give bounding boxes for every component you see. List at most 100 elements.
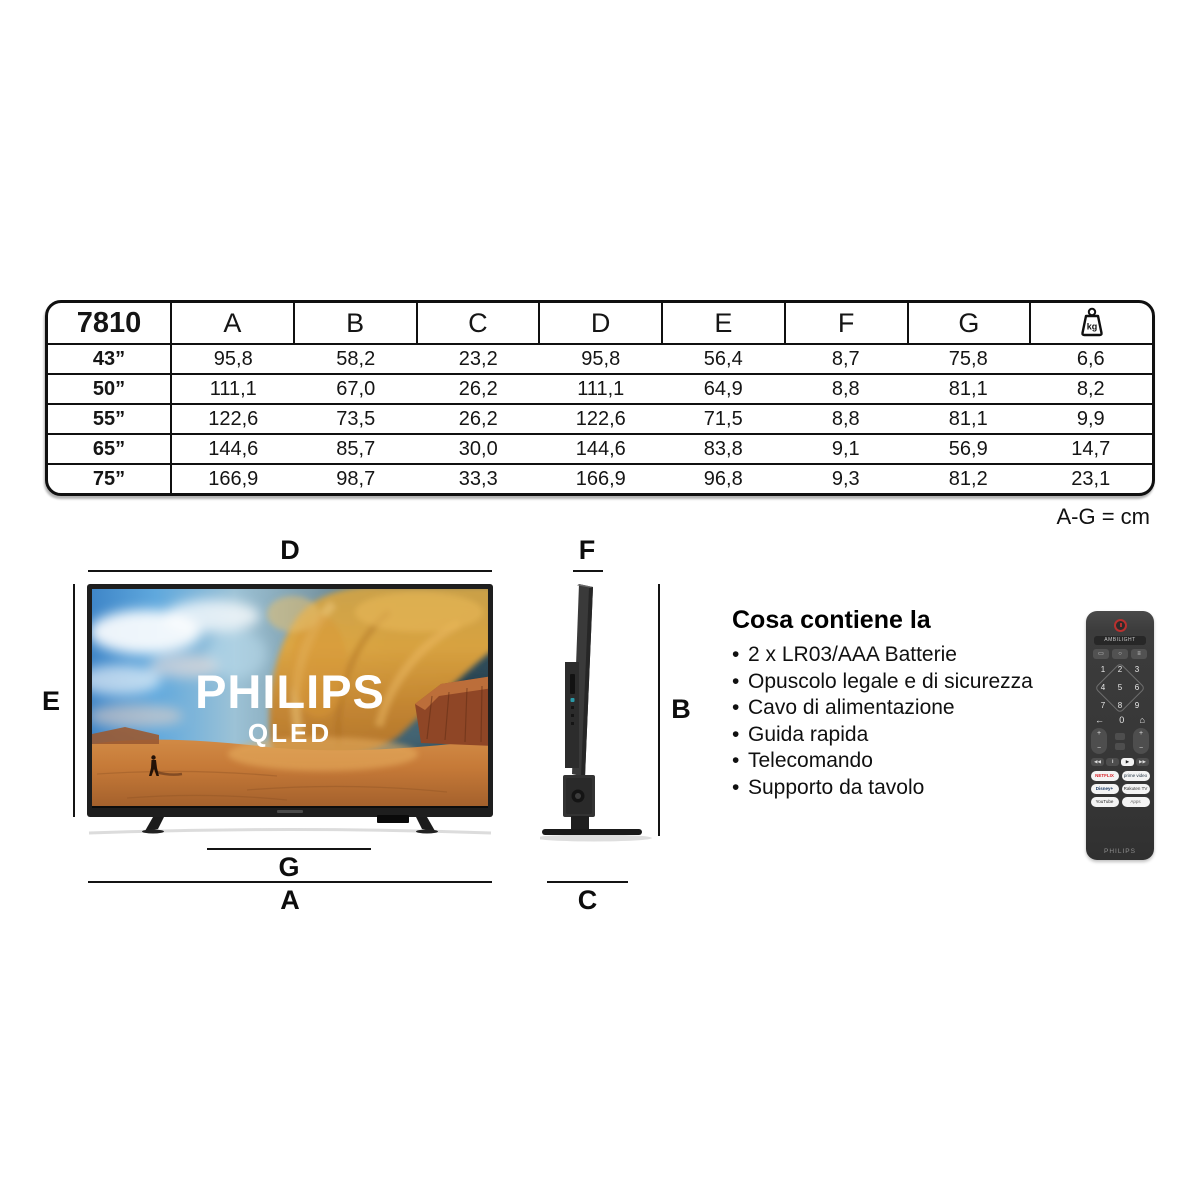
table-cell: 73,5 <box>336 407 376 430</box>
table-cell: 122,6 <box>208 407 259 430</box>
list-item: • Telecomando <box>732 748 1077 775</box>
size-cell: 50” <box>48 375 172 403</box>
table-cell: 8,2 <box>1076 377 1105 400</box>
col-header-c: C <box>415 303 539 343</box>
remote-middle-buttons <box>1115 728 1125 754</box>
col-header-a: A <box>223 307 242 338</box>
tv-side-view <box>540 584 652 842</box>
table-header-row: 7810 A B C D E F G kg <box>48 303 1152 343</box>
list-item: • 2 x LR03/AAA Batterie <box>732 642 1077 669</box>
size-cell: 65” <box>48 435 172 463</box>
tv-screen-panel-type: QLED <box>248 718 332 748</box>
table-cell: 85,7 <box>336 437 376 460</box>
list-item: • Opuscolo legale e di sicurezza <box>732 669 1077 696</box>
rakuten-tv-button: Rakuten TV <box>1121 784 1150 794</box>
dimensions-table: 7810 A B C D E F G kg 43” 95,8 58,2 23,2… <box>45 300 1155 496</box>
tv-front-view: PHILIPS QLED <box>87 584 493 835</box>
list-item: • Guida rapida <box>732 722 1077 749</box>
size-cell: 75” <box>48 465 172 493</box>
forward-icon: ▶▶ <box>1136 758 1149 766</box>
table-cell: 98,7 <box>336 467 376 490</box>
col-header-g: G <box>906 303 1030 343</box>
table-row: 50” 111,1 67,0 26,2 111,1 64,9 8,8 81,1 … <box>48 373 1152 403</box>
size-cell: 43” <box>48 345 172 373</box>
size-cell: 55” <box>48 405 172 433</box>
digit-key: 2 <box>1117 665 1123 674</box>
remote-rockers: + − + − <box>1091 728 1149 754</box>
table-cell: 33,3 <box>458 467 498 490</box>
table-cell: 144,6 <box>575 437 626 460</box>
table-row: 43” 95,8 58,2 23,2 95,8 56,4 8,7 75,8 6,… <box>48 343 1152 373</box>
digit-key: 1 <box>1100 665 1106 674</box>
pause-icon: ‖ <box>1106 758 1119 766</box>
table-cell: 30,0 <box>458 437 498 460</box>
rewind-icon: ◀◀ <box>1091 758 1104 766</box>
volume-rocker: + − <box>1091 728 1107 754</box>
table-cell: 95,8 <box>213 347 253 370</box>
table-cell: 23,2 <box>458 347 498 370</box>
table-cell: 9,9 <box>1076 407 1105 430</box>
table-cell: 64,9 <box>703 377 743 400</box>
apps-button: Apps <box>1121 797 1150 807</box>
power-button-icon <box>1113 619 1127 632</box>
remote-control: AMBILIGHT ▭ ○ ≡ 1 2 3 4 5 6 7 8 9 <box>1086 611 1154 860</box>
kg-weight-icon: kg <box>1080 307 1103 337</box>
dim-label-b: B <box>671 694 691 724</box>
list-item: • Cavo di alimentazione <box>732 695 1077 722</box>
dim-line-b <box>658 584 660 836</box>
bullet-icon: • <box>732 696 740 719</box>
dim-line-f <box>573 570 603 572</box>
table-cell: 26,2 <box>458 377 498 400</box>
table-cell: 95,8 <box>581 347 621 370</box>
table-cell: 81,1 <box>948 377 988 400</box>
col-header-e: E <box>661 303 784 343</box>
digit-key: 8 <box>1117 701 1123 710</box>
table-cell: 166,9 <box>208 467 259 490</box>
digit-key: 3 <box>1134 665 1140 674</box>
digit-key: 7 <box>1100 701 1106 710</box>
box-contents-list: • 2 x LR03/AAA Batterie • Opuscolo legale … <box>732 642 1077 801</box>
channel-rocker: + − <box>1133 728 1149 754</box>
dim-line-d <box>88 570 492 572</box>
tv-ir-sensor-box <box>377 815 409 823</box>
bullet-icon: • <box>732 669 740 693</box>
table-cell: 122,6 <box>575 407 626 430</box>
col-header-weight: kg <box>1029 303 1152 343</box>
bullet-icon: • <box>732 775 740 799</box>
table-cell: 14,7 <box>1071 437 1111 460</box>
bullet-icon: • <box>732 749 740 772</box>
table-cell: 8,8 <box>831 377 860 400</box>
digit-key: 4 <box>1100 683 1106 692</box>
svg-text:kg: kg <box>1086 322 1097 332</box>
bullet-icon: • <box>732 643 740 666</box>
box-contents-title: Cosa contiene la <box>732 606 931 634</box>
table-cell: 111,1 <box>577 377 625 400</box>
table-cell: 23,1 <box>1071 467 1111 490</box>
digit-key: 9 <box>1134 701 1140 710</box>
col-header-f: F <box>783 303 907 343</box>
home-icon: ⌂ <box>1139 715 1145 725</box>
table-cell: 75,8 <box>948 347 988 370</box>
table-row: 75” 166,9 98,7 33,3 166,9 96,8 9,3 81,2 … <box>48 463 1152 493</box>
dim-label-c: C <box>577 885 598 915</box>
dim-label-d: D <box>280 535 300 565</box>
remote-nav-row: ← 0 ⌂ <box>1091 715 1149 725</box>
table-cell: 71,5 <box>703 407 743 430</box>
col-header-d: D <box>538 303 661 343</box>
list-item: • Supporto da tavolo <box>732 775 1077 802</box>
dim-label-e: E <box>41 686 60 716</box>
prime-video-button: prime video <box>1121 771 1150 781</box>
remote-media-row: ◀◀ ‖ ▶ ▶▶ <box>1091 758 1149 766</box>
digit-key: 6 <box>1134 683 1140 692</box>
bullet-icon: • <box>732 722 740 746</box>
search-icon: ○ <box>1112 649 1128 659</box>
youtube-button: YouTube <box>1090 797 1119 807</box>
tv-bezel-logo <box>277 810 303 813</box>
table-cell: 26,2 <box>458 407 498 430</box>
table-cell: 9,3 <box>831 467 860 490</box>
back-icon: ← <box>1095 715 1104 725</box>
dim-line-e <box>73 584 75 817</box>
table-cell: 8,7 <box>831 347 860 370</box>
dim-label-g: G <box>278 852 300 882</box>
